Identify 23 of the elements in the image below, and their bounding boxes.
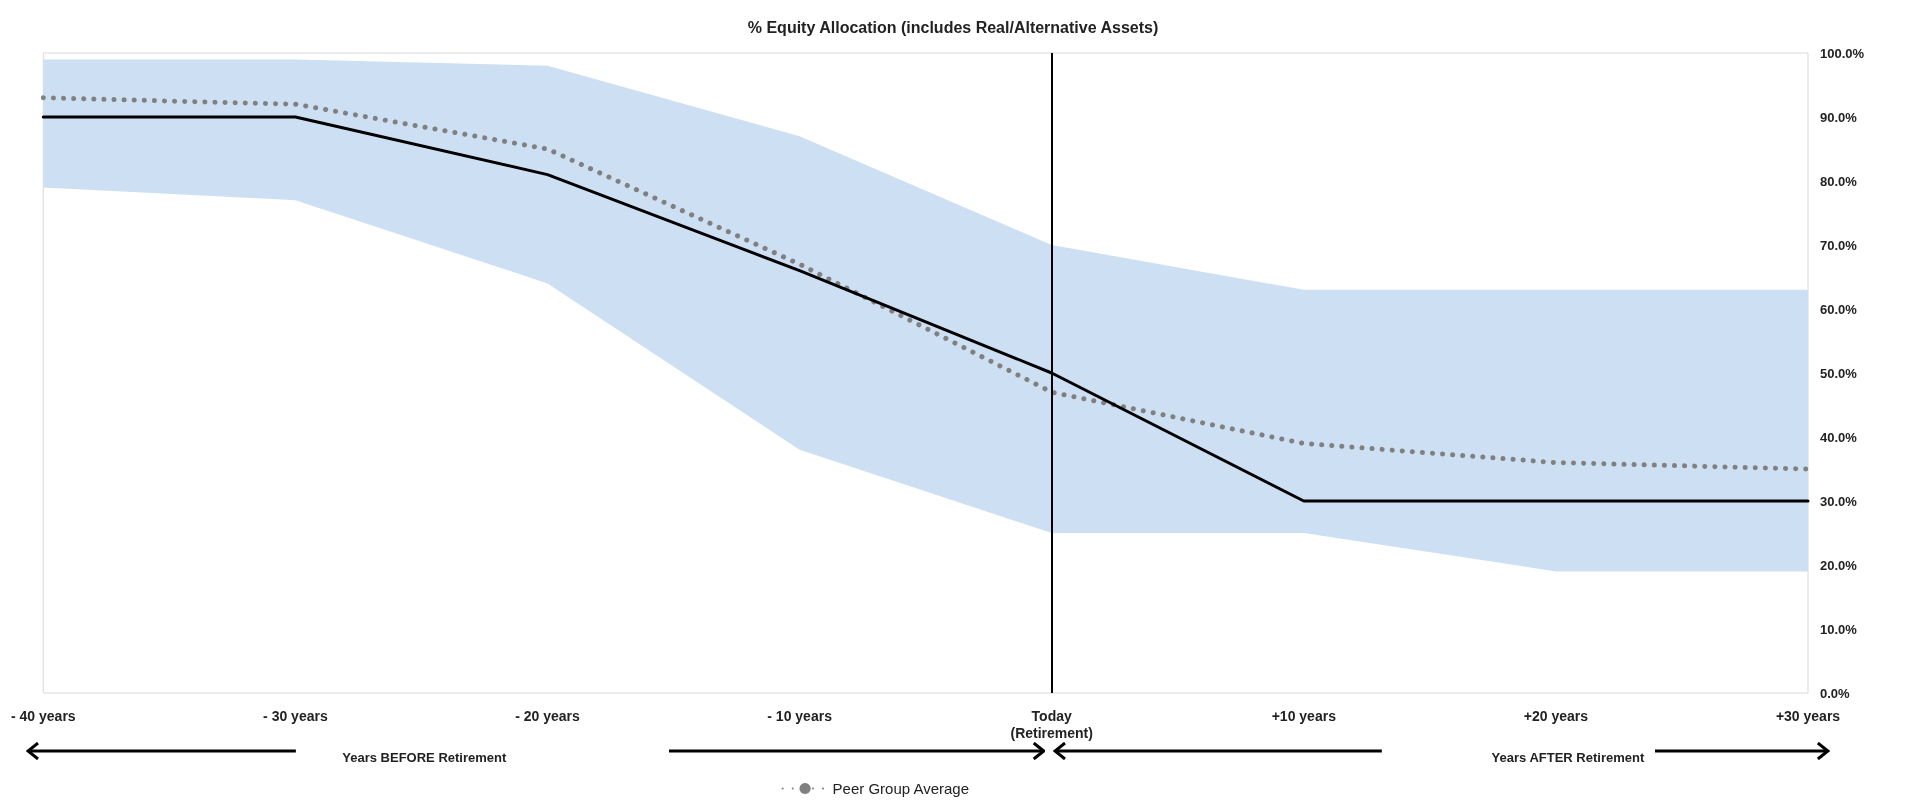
y-tick-label: 20.0% [1820,557,1858,573]
y-tick-label: 90.0% [1820,109,1858,125]
y-tick-label: 30.0% [1820,493,1858,509]
y-tick-label: 10.0% [1820,621,1858,637]
legend-label: Peer Group Average [832,780,970,797]
x-tick-label: - 20 years [515,707,581,724]
x-tick-label: - 10 years [767,707,833,724]
y-tick-label: 0.0% [1820,685,1851,701]
y-tick-label: 40.0% [1820,429,1858,445]
y-tick-label: 50.0% [1820,365,1858,381]
x-tick-label: +20 years [1523,707,1589,724]
chart-title: % Equity Allocation (includes Real/Alternative Assets) [747,18,1159,36]
y-tick-label: 60.0% [1820,301,1858,317]
text: Years BEFORE Retirement [342,750,507,765]
x-tick-label: - 30 years [263,707,328,724]
y-tick-label: 100.0% [1820,45,1865,61]
y-tick-label: 70.0% [1820,237,1858,253]
x-tick-label: Today (Retirement) [1010,707,1093,741]
y-tick-label: 80.0% [1820,173,1858,189]
x-tick-label: +30 years [1775,707,1841,724]
x-tick-label: +10 years [1271,707,1337,724]
x-tick-label: - 40 years [11,707,76,724]
text: Years AFTER Retirement [1491,750,1645,765]
